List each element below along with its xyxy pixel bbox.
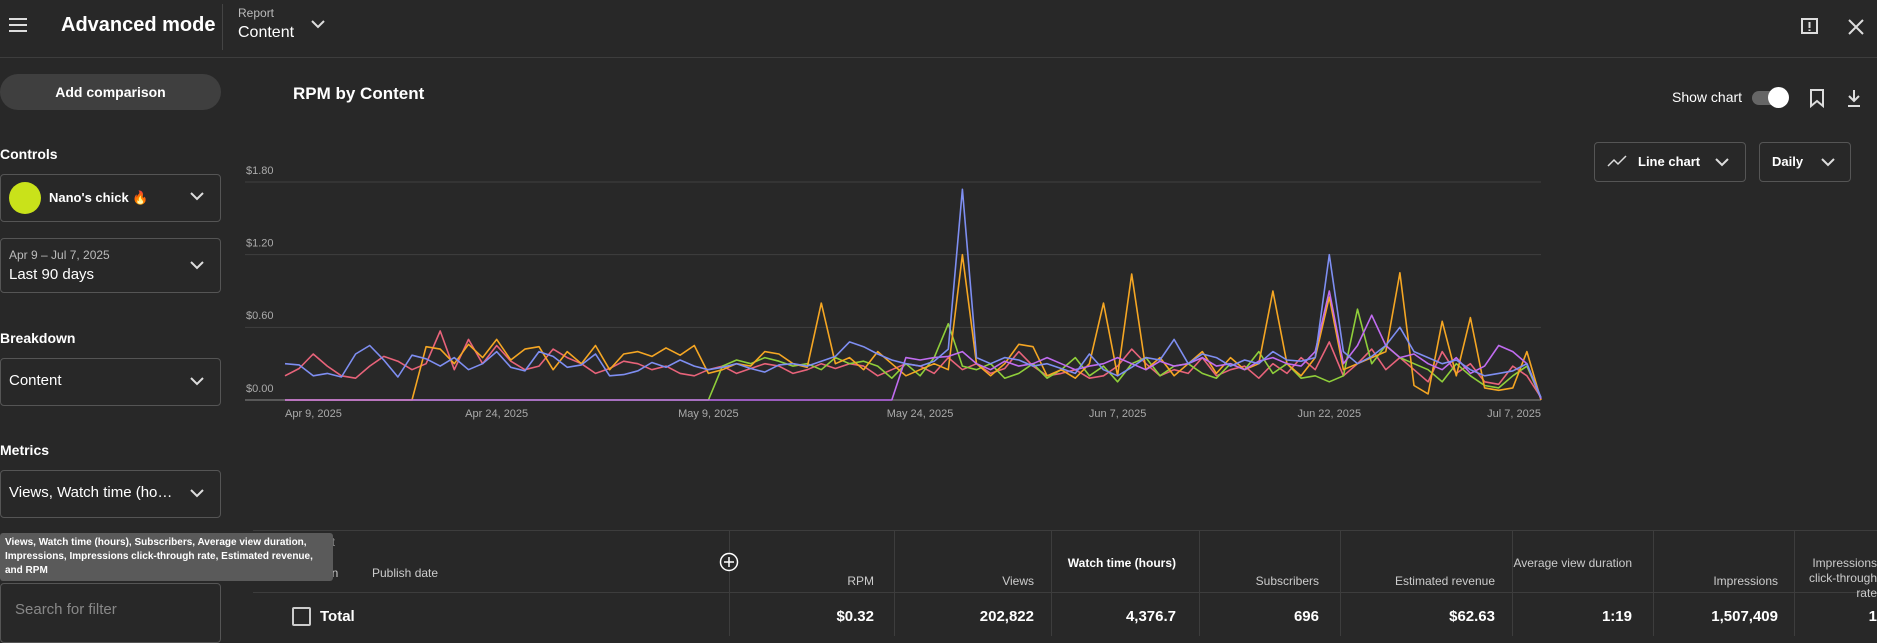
series-line <box>285 290 1542 401</box>
breakdown-value: Content <box>9 372 62 389</box>
bookmark-icon[interactable] <box>1809 88 1825 108</box>
col-divider <box>729 530 730 636</box>
col-divider <box>1051 530 1052 636</box>
x-tick-label: Apr 9, 2025 <box>285 408 342 420</box>
x-tick-label: Jun 7, 2025 <box>1089 408 1147 420</box>
section-label: Metrics <box>0 442 50 458</box>
series-line <box>284 188 1542 398</box>
col-divider <box>894 530 895 636</box>
cell: 696 <box>1293 608 1319 625</box>
chevron[interactable] <box>189 487 205 499</box>
cell: $0.32 <box>836 608 874 625</box>
add-comparison-button[interactable]: Add comparison <box>0 74 221 110</box>
cell: 202,822 <box>979 608 1034 625</box>
col-divider <box>1512 530 1513 636</box>
section-label: Breakdown <box>0 330 76 346</box>
cell: 1:19 <box>1601 608 1632 625</box>
series-line <box>285 253 1542 401</box>
channel-avatar <box>9 182 41 214</box>
column-header: Impressions click-through rate <box>1808 556 1877 600</box>
close-icon[interactable] <box>1847 18 1865 36</box>
feedback-icon[interactable] <box>1800 17 1820 37</box>
column-header: Views <box>1002 574 1034 588</box>
menu-icon[interactable] <box>8 16 30 34</box>
metrics-select[interactable] <box>0 470 221 518</box>
col-divider <box>1199 530 1200 636</box>
cell: 4,376.7 <box>1125 608 1176 625</box>
report-value[interactable]: Content <box>238 24 295 41</box>
channel-select[interactable] <box>0 174 221 222</box>
x-tick-label: Jun 22, 2025 <box>1298 408 1362 420</box>
toggle-knob[interactable] <box>1768 87 1789 108</box>
cell: 1 <box>1868 608 1877 625</box>
cell: $62.63 <box>1449 608 1495 625</box>
table-top <box>253 530 1877 531</box>
series-line <box>285 308 1542 401</box>
chevron[interactable] <box>310 18 326 30</box>
chevron[interactable] <box>189 375 205 387</box>
column-header: Publish date <box>372 566 439 580</box>
top-bar <box>0 0 1877 58</box>
add-column-icon[interactable] <box>719 552 739 572</box>
divider <box>222 4 223 50</box>
chevron[interactable] <box>189 190 205 202</box>
column-header: Average view duration <box>1513 556 1632 570</box>
date-range: Apr 9 – Jul 7, 2025 <box>9 248 110 262</box>
cell: Total <box>320 608 355 625</box>
chart-type: Line chart <box>1638 154 1701 169</box>
x-tick-label: May 24, 2025 <box>887 408 954 420</box>
chart-type-select[interactable] <box>1594 142 1746 182</box>
breakdown-select[interactable] <box>0 358 221 406</box>
search-placeholder: Search for filter <box>15 601 117 618</box>
date-select[interactable] <box>0 238 221 293</box>
interval: Daily <box>1772 154 1804 169</box>
metrics-value: Views, Watch time (ho… <box>9 484 173 501</box>
x-tick-label: Jul 7, 2025 <box>1487 408 1541 420</box>
column-header: Impressions <box>1713 574 1778 588</box>
y-tick-label: $1.80 <box>246 165 274 177</box>
col-divider <box>1653 530 1654 636</box>
x-tick-label: May 9, 2025 <box>678 408 739 420</box>
row-checkbox[interactable] <box>292 607 311 626</box>
column-header: RPM <box>847 574 874 588</box>
chevron[interactable] <box>1820 156 1836 168</box>
col-divider <box>1340 530 1341 636</box>
tooltip: Views, Watch time (hours), Subscribers, … <box>0 533 333 581</box>
channel-name: Nano's chick 🔥 <box>49 190 149 205</box>
col-divider <box>1794 530 1795 636</box>
y-tick-label: $0.60 <box>246 310 274 322</box>
x-tick-label: Apr 24, 2025 <box>465 408 528 420</box>
column-header: Subscribers <box>1255 574 1319 588</box>
section-label: Controls <box>0 146 58 162</box>
show-chart-label: Show chart <box>1672 89 1743 105</box>
date-preset: Last 90 days <box>9 266 95 283</box>
column-header: Estimated revenue <box>1394 574 1495 588</box>
chart-title: RPM by Content <box>293 84 425 103</box>
chevron[interactable] <box>1714 156 1730 168</box>
chart: $0.00 $0.60 $1.20 $1.80 Apr 9, 2025 Apr 24, 2… <box>245 165 1542 420</box>
app-title: Advanced mode <box>61 14 216 36</box>
line-icon <box>1607 155 1627 167</box>
interval-select[interactable] <box>1759 142 1851 182</box>
y-tick-label: $0.00 <box>246 383 274 395</box>
y-tick-label: $1.20 <box>246 238 274 250</box>
cell: 1,507,409 <box>1711 608 1778 625</box>
download-icon[interactable] <box>1846 88 1862 108</box>
chevron[interactable] <box>189 259 205 271</box>
report-label: Report <box>238 6 275 20</box>
row-divider <box>253 592 1877 593</box>
column-header: Watch time (hours) <box>1067 556 1176 570</box>
